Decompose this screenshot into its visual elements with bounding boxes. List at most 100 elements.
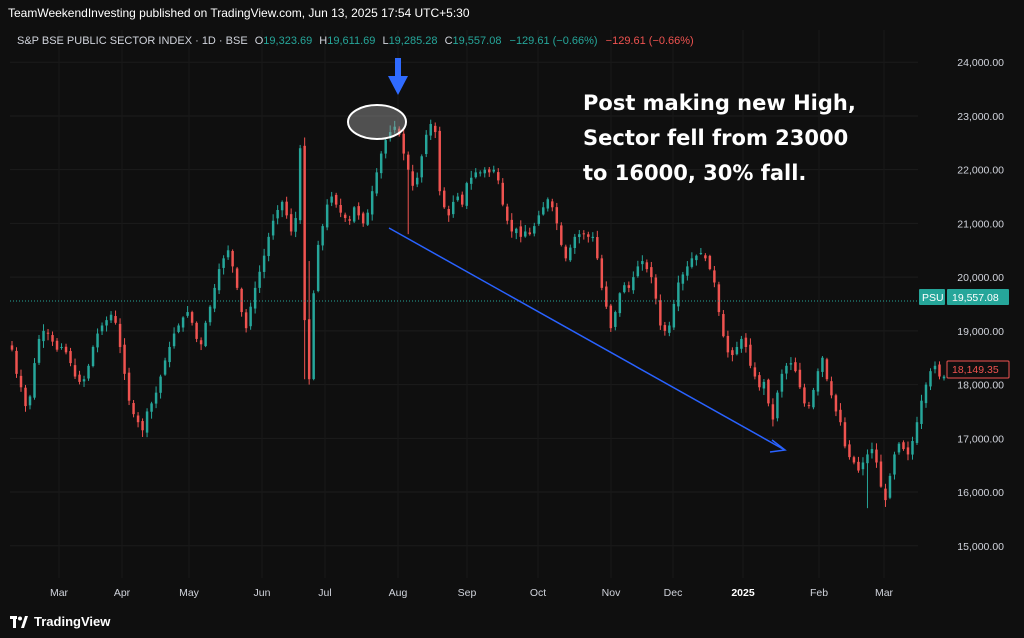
candle-body: [276, 209, 279, 219]
candle-body: [375, 172, 378, 194]
psu-price-tag: PSU 19,557.08: [919, 289, 1009, 305]
candle-body: [109, 314, 113, 321]
candle-body: [650, 267, 653, 278]
y-tick-label: 24,000.00: [957, 57, 1004, 69]
candle-body: [334, 194, 338, 205]
candle-body: [438, 130, 441, 192]
candle-body: [249, 306, 252, 327]
candle-body: [361, 213, 365, 224]
candle-body: [911, 441, 914, 455]
candle-body: [686, 266, 689, 276]
candle-body: [492, 169, 495, 172]
candle-body: [600, 258, 604, 288]
y-tick-label: 17,000.00: [957, 433, 1004, 445]
candle-body: [280, 201, 284, 211]
candle-body: [483, 169, 486, 174]
candle-body: [897, 443, 901, 453]
candle-body: [618, 293, 622, 314]
candle-body: [659, 300, 662, 326]
candle-body: [51, 335, 54, 342]
annotation-line-3: to 16000, 30% fall.: [583, 161, 807, 185]
published-caption: TeamWeekendInvesting published on Tradin…: [8, 6, 470, 20]
candle-body: [573, 236, 577, 249]
legend-open: 19,323.69: [263, 35, 312, 47]
candle-body: [127, 372, 131, 401]
candle-body: [776, 392, 779, 419]
candle-body: [825, 359, 829, 380]
candle-body: [627, 285, 631, 288]
candle-body: [451, 201, 455, 215]
candle-body: [105, 320, 108, 326]
candle-body: [704, 255, 707, 259]
candle-body: [424, 134, 428, 155]
candle-body: [749, 344, 752, 366]
x-tick-label: May: [179, 587, 200, 599]
candle-body: [821, 357, 824, 372]
candle-body: [474, 172, 477, 178]
candle-body: [699, 252, 703, 254]
candle-body: [677, 282, 680, 307]
candle-body: [168, 346, 171, 363]
candle-body: [537, 215, 541, 224]
candle-body: [762, 381, 766, 389]
candle-body: [325, 204, 329, 228]
tradingview-footer[interactable]: TradingView: [10, 614, 110, 629]
candle-body: [154, 392, 158, 404]
candle-body: [848, 444, 851, 458]
candle-body: [213, 287, 216, 309]
candle-body: [42, 330, 45, 342]
candle-body: [713, 270, 716, 283]
x-tick-label: Nov: [602, 587, 621, 599]
candle-body: [861, 462, 865, 470]
candle-body: [262, 255, 266, 272]
candle-body: [560, 225, 563, 245]
candle-body: [384, 140, 387, 154]
candle-body: [393, 126, 396, 130]
candle-body: [442, 190, 446, 208]
candle-body: [114, 316, 117, 323]
x-tick-label: Aug: [389, 587, 408, 599]
candle-body: [632, 277, 635, 291]
candle-body: [690, 258, 694, 267]
candle-body: [222, 258, 225, 268]
candle-body: [271, 220, 275, 236]
candle-body: [929, 371, 932, 387]
trend-line: [388, 227, 787, 453]
legend-high: 19,611.69: [327, 35, 375, 47]
candle-body: [60, 346, 63, 348]
candle-body: [924, 384, 928, 404]
candle-body: [785, 365, 788, 374]
candle-body: [177, 325, 180, 332]
candle-body: [636, 266, 640, 277]
annotation-line-2: Sector fell from 23000: [583, 126, 849, 150]
candle-body: [587, 234, 590, 237]
candle-body: [681, 274, 685, 284]
y-tick-label: 22,000.00: [957, 165, 1004, 177]
candle-body: [82, 379, 86, 382]
candle-body: [623, 285, 626, 293]
candle-body: [132, 403, 135, 415]
candle-body: [839, 409, 842, 423]
peak-highlight-ellipse: [347, 104, 407, 140]
candle-body: [735, 346, 739, 355]
candle-body: [69, 351, 72, 364]
candle-body: [852, 457, 856, 463]
candle-body: [159, 376, 162, 393]
candle-body: [55, 340, 59, 350]
y-tick-label: 18,000.00: [957, 380, 1004, 392]
candle-body: [46, 332, 50, 334]
candle-body: [123, 344, 126, 374]
candle-body: [415, 177, 419, 185]
candle-body: [906, 447, 910, 455]
candle-body: [33, 363, 36, 398]
candle-body: [488, 169, 491, 173]
y-tick-label: 19,000.00: [957, 326, 1004, 338]
crosshair-price-tag: 18,149.35: [946, 360, 1010, 379]
candle-body: [15, 350, 18, 374]
candle-body: [807, 405, 811, 407]
x-tick-label: Feb: [810, 587, 828, 599]
candle-body: [726, 335, 730, 353]
tradingview-logo-icon: [10, 615, 28, 628]
candle-body: [370, 191, 374, 215]
